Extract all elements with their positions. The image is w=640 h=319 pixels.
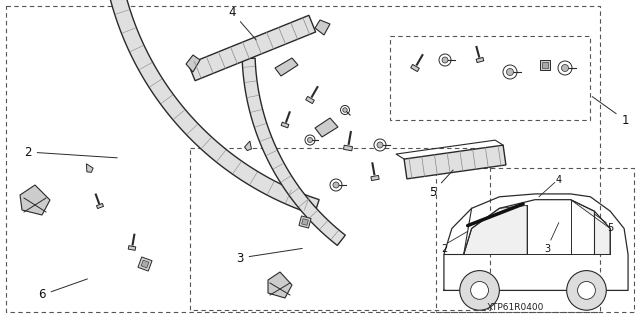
Circle shape bbox=[503, 65, 517, 79]
Polygon shape bbox=[141, 260, 149, 268]
Text: 3: 3 bbox=[544, 244, 550, 254]
Circle shape bbox=[506, 69, 513, 76]
Circle shape bbox=[566, 271, 606, 310]
Bar bbox=[390, 36, 590, 120]
Circle shape bbox=[470, 281, 488, 299]
Text: 2: 2 bbox=[441, 244, 447, 254]
Circle shape bbox=[307, 137, 312, 143]
Circle shape bbox=[340, 106, 349, 115]
Circle shape bbox=[577, 281, 595, 299]
Bar bbox=[436, 168, 634, 312]
Polygon shape bbox=[244, 141, 252, 151]
Polygon shape bbox=[371, 175, 379, 181]
Circle shape bbox=[561, 64, 568, 71]
Circle shape bbox=[460, 271, 499, 310]
Polygon shape bbox=[128, 246, 136, 250]
Circle shape bbox=[330, 179, 342, 191]
Polygon shape bbox=[571, 200, 611, 254]
Polygon shape bbox=[107, 0, 319, 215]
Polygon shape bbox=[301, 219, 308, 225]
Polygon shape bbox=[97, 204, 104, 209]
Polygon shape bbox=[242, 58, 346, 245]
Text: XTP61R0400: XTP61R0400 bbox=[486, 303, 544, 312]
Polygon shape bbox=[542, 62, 548, 68]
Circle shape bbox=[374, 139, 386, 151]
Polygon shape bbox=[186, 55, 200, 72]
Polygon shape bbox=[464, 205, 527, 254]
Text: 6: 6 bbox=[38, 279, 88, 301]
Text: 2: 2 bbox=[24, 145, 117, 159]
Text: 3: 3 bbox=[236, 249, 302, 264]
Circle shape bbox=[343, 108, 348, 112]
Polygon shape bbox=[344, 145, 353, 151]
Polygon shape bbox=[275, 58, 298, 76]
Circle shape bbox=[442, 57, 448, 63]
Polygon shape bbox=[138, 257, 152, 271]
Text: 4: 4 bbox=[556, 174, 562, 184]
Circle shape bbox=[377, 142, 383, 148]
Polygon shape bbox=[188, 15, 316, 81]
Polygon shape bbox=[315, 118, 338, 137]
Polygon shape bbox=[299, 216, 311, 228]
Circle shape bbox=[558, 61, 572, 75]
Polygon shape bbox=[86, 164, 93, 172]
Polygon shape bbox=[268, 272, 292, 298]
Polygon shape bbox=[411, 64, 419, 71]
Text: 1: 1 bbox=[592, 97, 628, 127]
Polygon shape bbox=[404, 145, 506, 179]
Text: 5: 5 bbox=[429, 170, 453, 198]
Polygon shape bbox=[20, 185, 50, 215]
Polygon shape bbox=[315, 20, 330, 35]
Polygon shape bbox=[476, 57, 484, 63]
Polygon shape bbox=[540, 60, 550, 70]
Circle shape bbox=[333, 182, 339, 188]
Polygon shape bbox=[281, 122, 289, 128]
Polygon shape bbox=[306, 96, 314, 104]
Circle shape bbox=[305, 135, 315, 145]
Text: 4: 4 bbox=[228, 5, 256, 40]
Circle shape bbox=[439, 54, 451, 66]
Bar bbox=[190, 148, 490, 310]
Text: 5: 5 bbox=[607, 224, 613, 234]
